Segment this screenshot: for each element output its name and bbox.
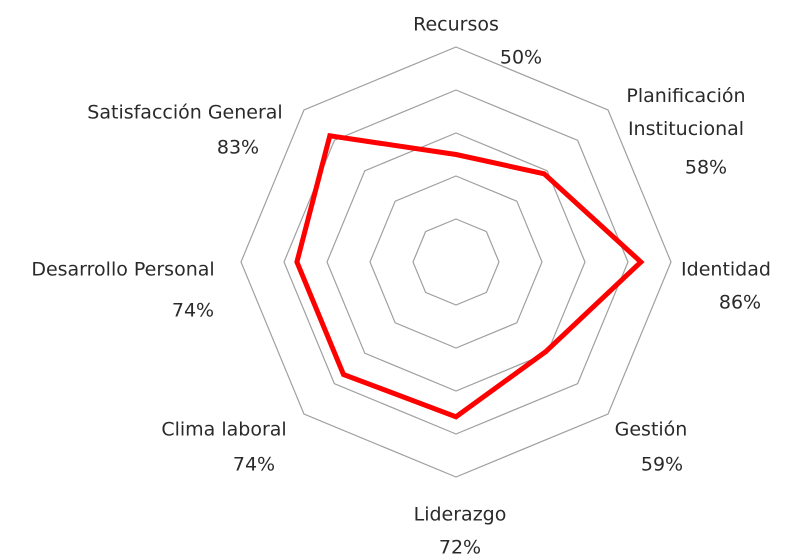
category-label: Clima laboral [161, 418, 287, 441]
value-label: 50% [499, 46, 543, 69]
grid-ring [240, 46, 672, 478]
category-label: Desarrollo Personal [31, 258, 215, 281]
category-label: Gestión [614, 418, 688, 441]
data-line [294, 133, 645, 420]
grid-ring [369, 175, 543, 349]
value-label: 74% [171, 299, 215, 322]
category-label: Satisfacción General [87, 101, 283, 124]
value-label: 83% [216, 136, 260, 159]
category-label: Liderazgo [413, 503, 507, 526]
category-label: Identidad [681, 258, 771, 281]
category-label: Recursos [413, 13, 499, 36]
value-label: 72% [438, 536, 482, 554]
grid-ring [326, 132, 586, 392]
value-label: 86% [718, 291, 762, 314]
category-label: Planificación Institucional [626, 85, 746, 140]
value-label: 58% [684, 156, 728, 179]
grid-ring [412, 218, 500, 306]
value-label: 74% [232, 453, 276, 476]
value-label: 59% [640, 453, 684, 476]
grid-ring [283, 89, 629, 435]
